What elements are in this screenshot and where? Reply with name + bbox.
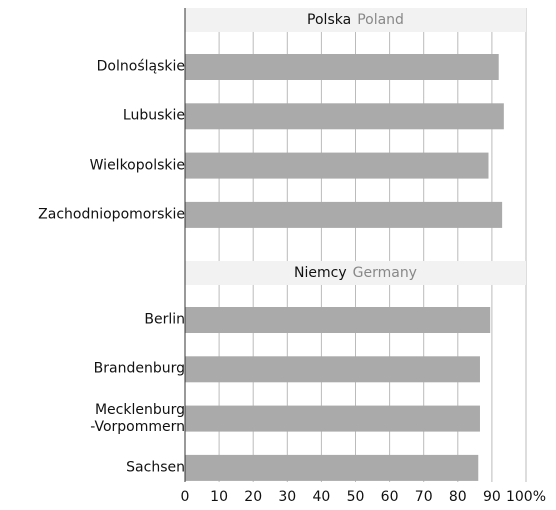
group-header — [185, 261, 526, 285]
x-tick-label: 100% — [506, 489, 546, 505]
group-name-en: Germany — [353, 265, 417, 281]
x-tick-label: 20 — [244, 489, 262, 505]
x-tick-label: 90 — [483, 489, 501, 505]
x-tick-label: 0 — [181, 489, 190, 505]
y-tick-label: Zachodniopomorskie — [38, 206, 185, 223]
bar — [185, 405, 480, 432]
group-title: Niemcy Germany — [294, 265, 417, 281]
bar — [185, 454, 479, 481]
group-header — [185, 8, 526, 32]
y-tick-label: Lubuskie — [122, 107, 185, 124]
y-tick-label: Dolnośląskie — [96, 58, 185, 75]
x-tick-label: 70 — [415, 489, 433, 505]
bar — [185, 152, 489, 179]
y-tick-label: Brandenburg — [93, 360, 185, 377]
x-tick-label: 80 — [449, 489, 467, 505]
bar — [185, 356, 480, 383]
y-tick-label: Mecklenburg -Vorpommern — [90, 401, 185, 435]
x-tick-label: 30 — [278, 489, 296, 505]
x-tick-label: 40 — [312, 489, 330, 505]
y-tick-label: Wielkopolskie — [89, 157, 185, 174]
group-name: Polska — [307, 12, 351, 28]
group-name-en: Poland — [357, 12, 404, 28]
x-tick-label: 50 — [347, 489, 365, 505]
bar — [185, 54, 499, 80]
y-tick-label: Berlin — [144, 311, 185, 328]
y-tick-label: Sachsen — [126, 459, 185, 476]
group-name: Niemcy — [294, 265, 347, 281]
bar — [185, 103, 504, 130]
x-tick-label: 10 — [210, 489, 228, 505]
x-tick-label: 60 — [381, 489, 399, 505]
bar — [185, 307, 491, 333]
group-title: Polska Poland — [307, 12, 404, 28]
bar — [185, 201, 503, 228]
